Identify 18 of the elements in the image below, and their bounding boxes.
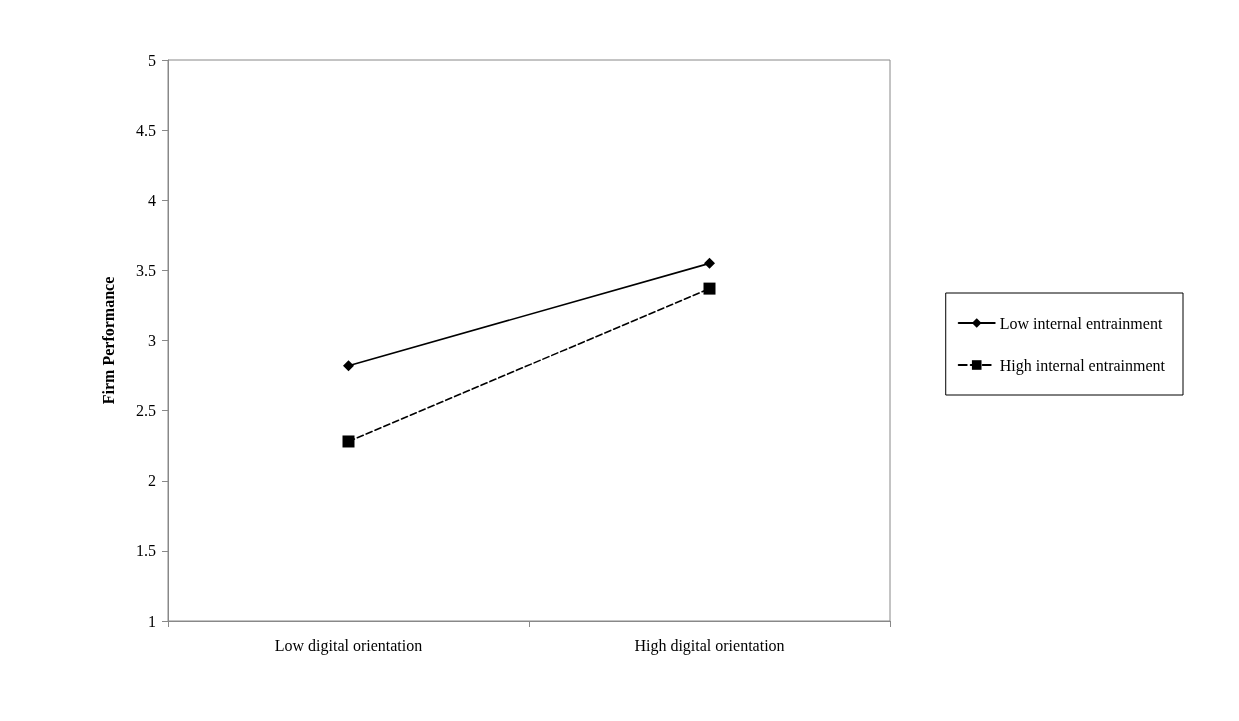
- y-tick-label: 1.5: [136, 542, 156, 560]
- y-tick-label: 2.5: [136, 402, 156, 420]
- legend-label: High internal entrainment: [999, 356, 1166, 375]
- y-tick-label: 1: [148, 612, 156, 630]
- y-tick-label: 3: [148, 332, 156, 349]
- x-tick-label: High digital orientation: [634, 636, 785, 655]
- point: [342, 435, 355, 448]
- y-tick-label: 3.5: [136, 261, 156, 279]
- y-tick-label: 4.5: [136, 121, 156, 139]
- point: [704, 257, 715, 269]
- y-tick-label: 4: [148, 191, 156, 209]
- point: [343, 360, 354, 372]
- y-tick-label: 2: [148, 472, 156, 490]
- y-axis-title: Firm Performance: [99, 276, 117, 405]
- legend-label: Low internal entrainment: [999, 314, 1163, 332]
- point: [703, 282, 716, 295]
- x-tick-label: Low digital orientation: [274, 636, 423, 655]
- y-tick-label: 5: [148, 51, 156, 69]
